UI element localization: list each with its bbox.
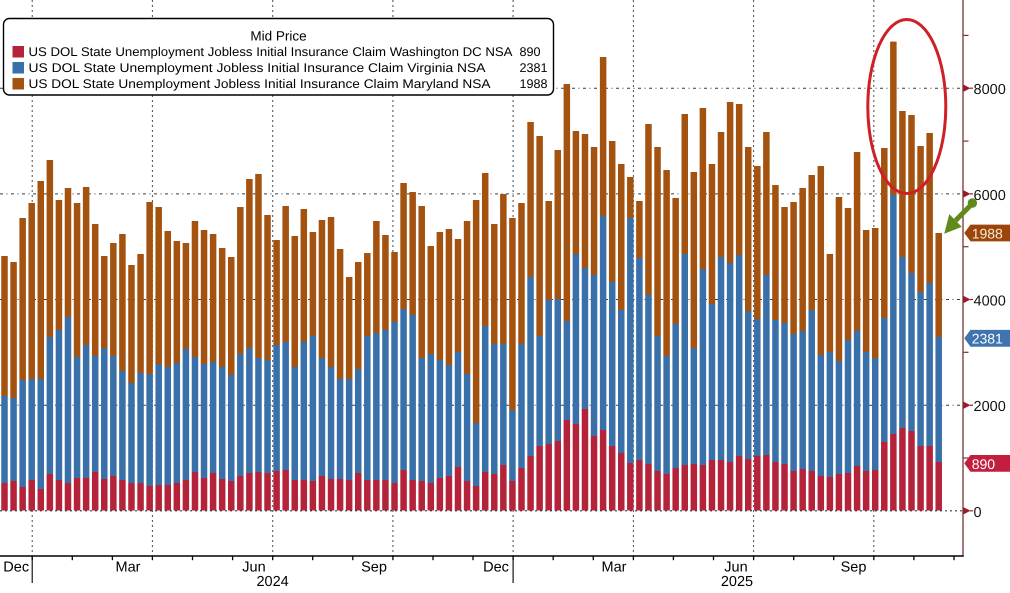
svg-text:2024: 2024 [256, 574, 288, 588]
svg-text:2381: 2381 [520, 61, 548, 75]
svg-text:0: 0 [974, 505, 982, 521]
svg-text:Sep: Sep [361, 560, 387, 576]
svg-text:Jun: Jun [242, 560, 265, 576]
svg-text:1988: 1988 [972, 225, 1003, 241]
svg-text:2025: 2025 [721, 574, 753, 588]
svg-text:1988: 1988 [520, 77, 548, 91]
svg-text:US DOL State Unemployment Jobl: US DOL State Unemployment Jobless Initia… [29, 45, 514, 59]
svg-text:4000: 4000 [974, 294, 1006, 310]
svg-text:Jun: Jun [724, 560, 747, 576]
svg-text:Mar: Mar [116, 560, 141, 576]
svg-text:8000: 8000 [974, 82, 1006, 98]
svg-text:6000: 6000 [974, 188, 1006, 204]
svg-text:Mar: Mar [602, 560, 627, 576]
svg-text:890: 890 [972, 456, 996, 472]
svg-text:Mid Price: Mid Price [250, 29, 306, 44]
svg-text:US DOL State Unemployment Jobl: US DOL State Unemployment Jobless Initia… [29, 77, 492, 91]
svg-text:US DOL State Unemployment Jobl: US DOL State Unemployment Jobless Initia… [29, 61, 487, 75]
svg-text:Dec: Dec [3, 560, 29, 576]
svg-text:2381: 2381 [972, 331, 1003, 347]
svg-text:890: 890 [520, 45, 541, 59]
svg-text:Sep: Sep [841, 560, 867, 576]
svg-text:2000: 2000 [974, 399, 1006, 415]
svg-text:Dec: Dec [483, 560, 509, 576]
